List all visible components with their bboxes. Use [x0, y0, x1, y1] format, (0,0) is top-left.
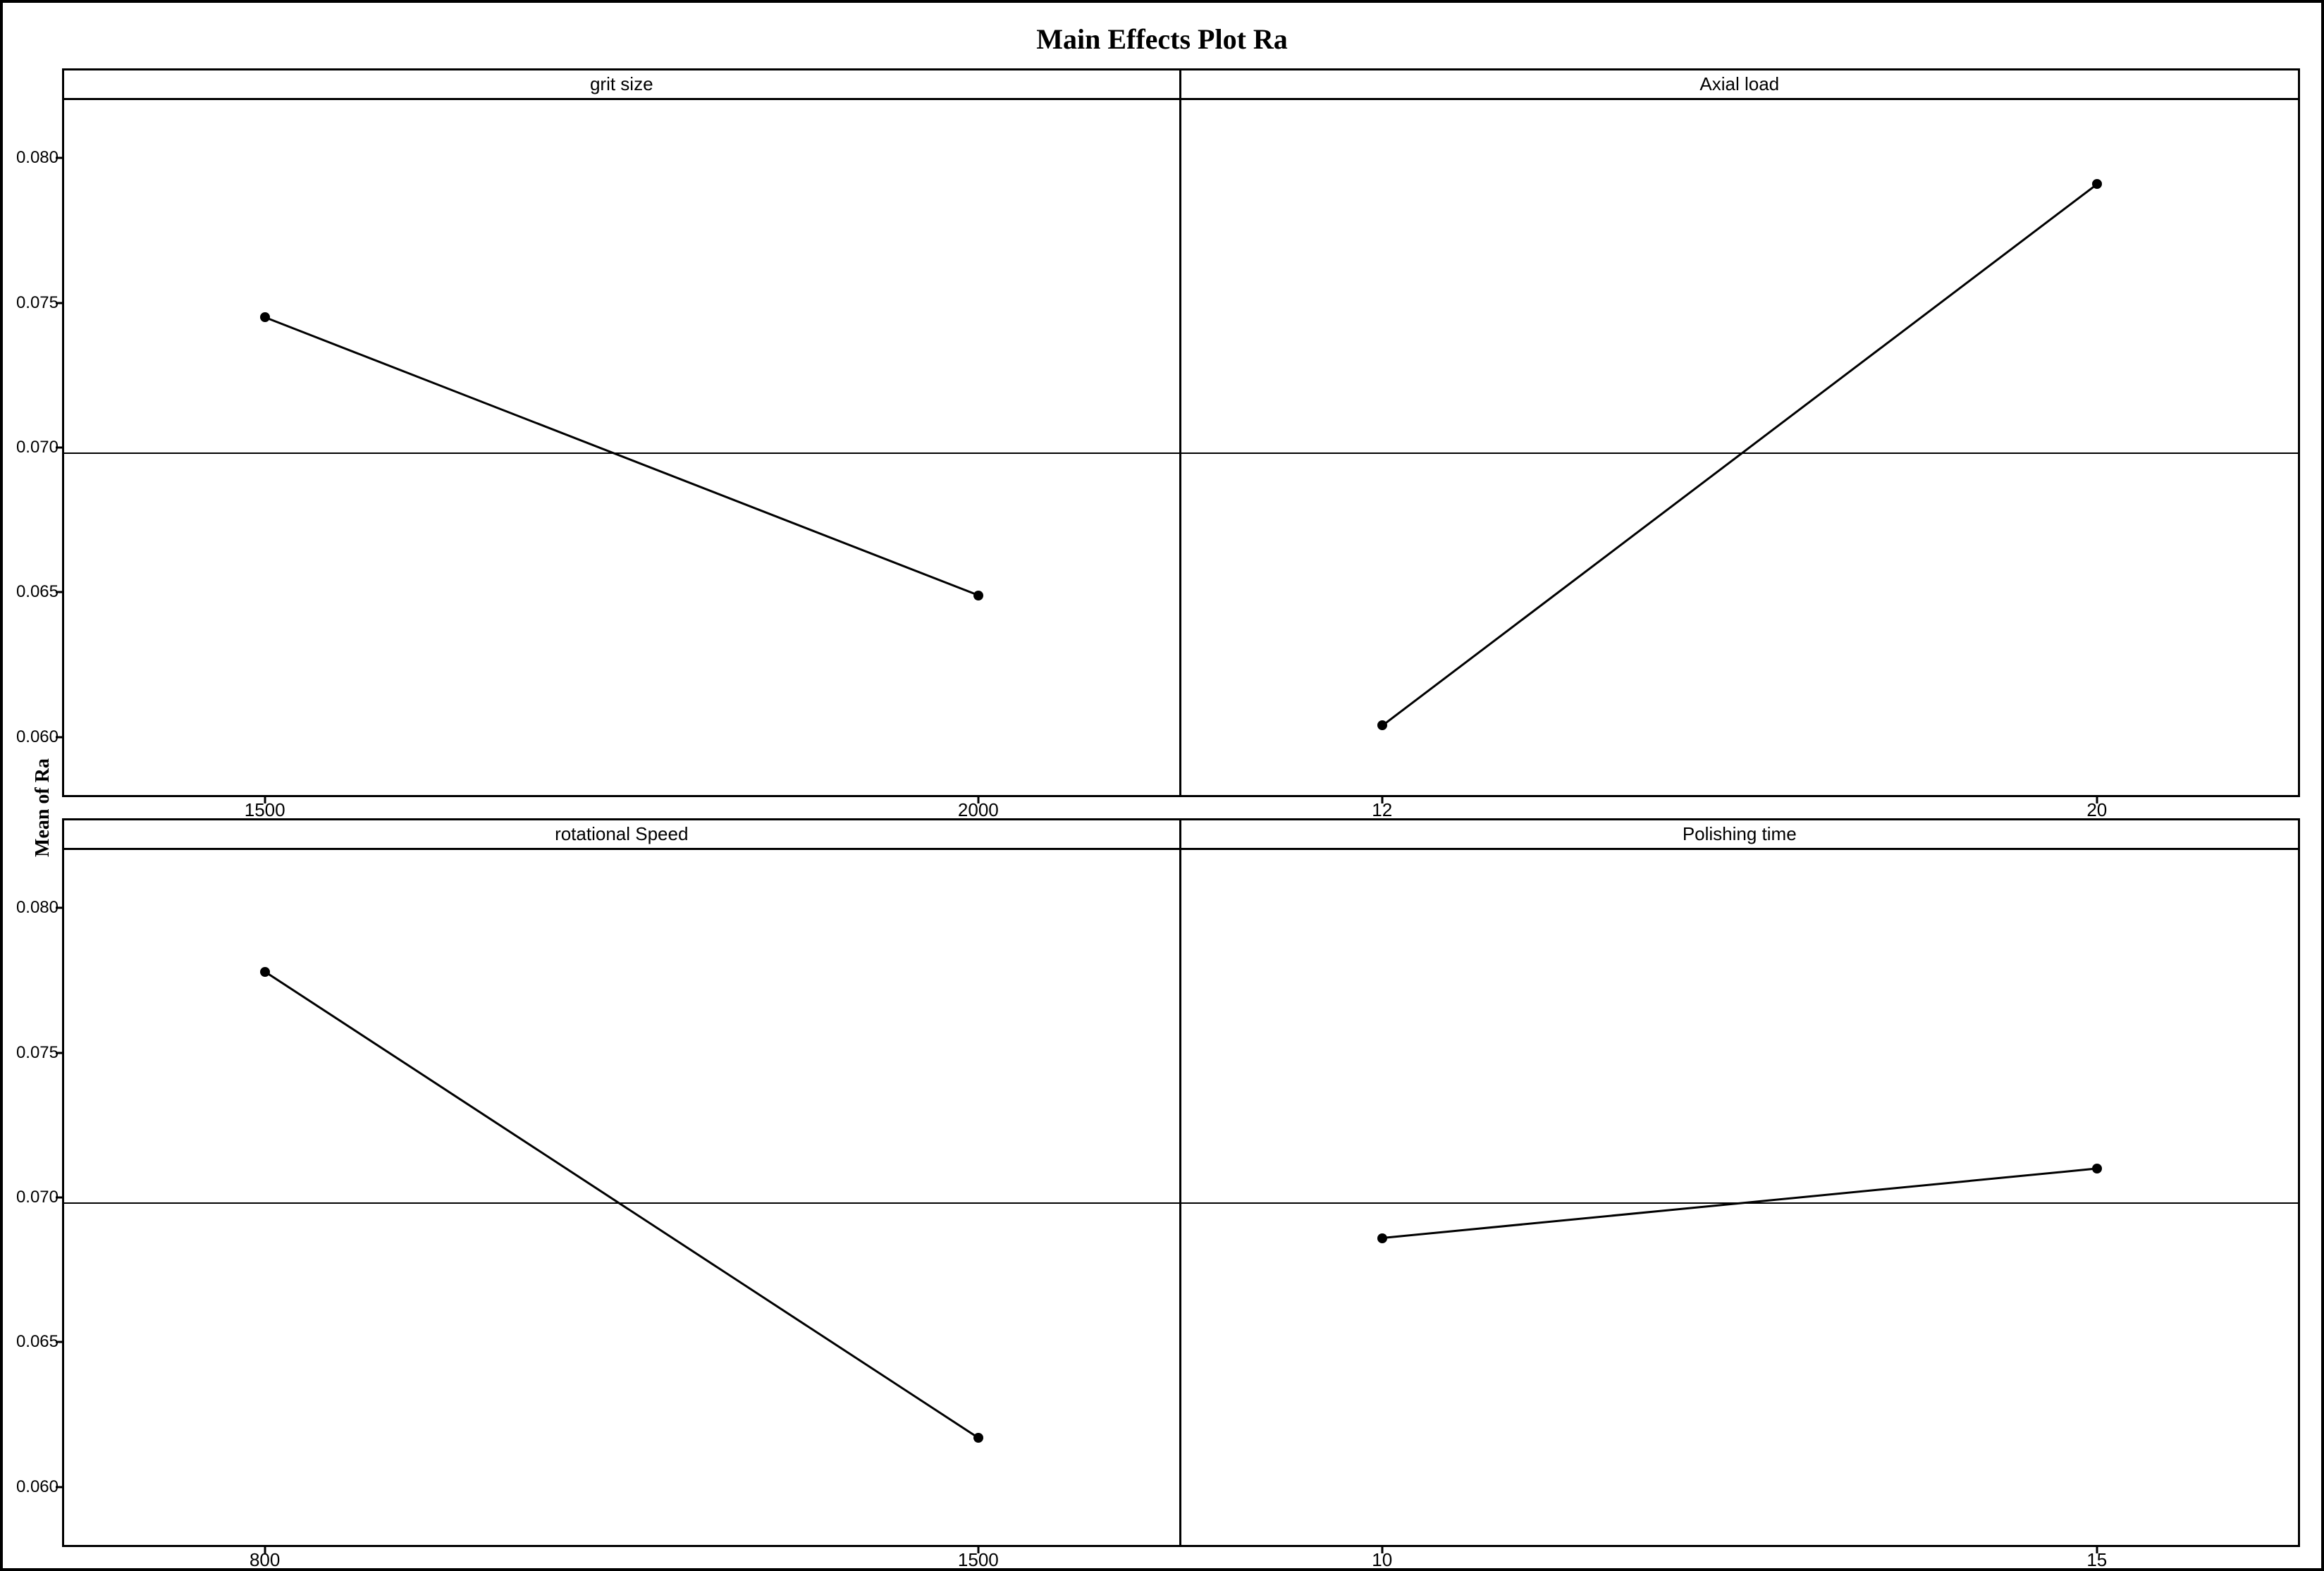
facet-title-polishing-time: Polishing time	[1181, 818, 2301, 848]
plot-svg-grit-size	[64, 100, 1179, 795]
data-marker	[973, 1433, 983, 1443]
data-line	[1382, 184, 2097, 725]
x-tick-label: 15	[2086, 1549, 2107, 1571]
x-tick-label: 800	[250, 1549, 280, 1571]
data-marker	[973, 591, 983, 600]
y-tick-label: 0.070	[8, 438, 59, 457]
x-tick-labels: 12 20	[1181, 799, 2299, 820]
x-tick-label: 12	[1372, 799, 1392, 821]
y-tick-label: 0.070	[8, 1188, 59, 1207]
facet-plot-axial-load: 1220	[1181, 98, 2301, 797]
x-tick-labels: 1500 2000	[64, 799, 1179, 820]
facet-grid: grit size0.0600.0650.0700.0750.080150020…	[62, 68, 2300, 1547]
x-tick-label: 1500	[245, 799, 285, 821]
facet-polishing-time: Polishing time1015	[1181, 818, 2301, 1547]
y-tick-label: 0.060	[8, 727, 59, 747]
x-tick-label: 1500	[958, 1549, 999, 1571]
data-marker	[2092, 179, 2102, 189]
data-line	[1382, 1169, 2097, 1238]
y-tick-label: 0.075	[8, 1043, 59, 1063]
chart-title: Main Effects Plot Ra	[24, 23, 2300, 56]
facet-title-rotational-speed: rotational Speed	[62, 818, 1181, 848]
chart-frame: Main Effects Plot Ra Mean of Ra grit siz…	[0, 0, 2324, 1571]
data-marker	[260, 967, 270, 977]
y-tick-label: 0.060	[8, 1477, 59, 1497]
y-tick-label: 0.075	[8, 293, 59, 313]
y-tick-label: 0.080	[8, 898, 59, 918]
facet-rotational-speed: rotational Speed0.0600.0650.0700.0750.08…	[62, 818, 1181, 1547]
data-marker	[1377, 720, 1387, 730]
plot-body: Mean of Ra grit size0.0600.0650.0700.075…	[24, 68, 2300, 1547]
plot-svg-polishing-time	[1181, 850, 2299, 1545]
x-tick-labels: 800 1500	[64, 1549, 1179, 1570]
plot-svg-axial-load	[1181, 100, 2299, 795]
y-tick-label: 0.080	[8, 148, 59, 168]
data-marker	[1377, 1233, 1387, 1243]
x-tick-label: 10	[1372, 1549, 1392, 1571]
facet-plot-grit-size: 0.0600.0650.0700.0750.08015002000	[62, 98, 1181, 797]
facet-plot-polishing-time: 1015	[1181, 848, 2301, 1547]
x-tick-labels: 10 15	[1181, 1549, 2299, 1570]
facet-title-grit-size: grit size	[62, 68, 1181, 98]
plot-svg-rotational-speed	[64, 850, 1179, 1545]
facet-grit-size: grit size0.0600.0650.0700.0750.080150020…	[62, 68, 1181, 797]
y-tick-label: 0.065	[8, 1332, 59, 1352]
data-marker	[2092, 1164, 2102, 1173]
y-tick-labels: 0.060 0.065 0.070 0.075 0.080	[8, 850, 59, 1545]
data-line	[265, 972, 978, 1438]
y-tick-labels: 0.060 0.065 0.070 0.075 0.080	[8, 100, 59, 795]
data-line	[265, 317, 978, 595]
x-tick-label: 2000	[958, 799, 999, 821]
y-tick-label: 0.065	[8, 582, 59, 602]
x-tick-label: 20	[2086, 799, 2107, 821]
data-marker	[260, 312, 270, 322]
facet-plot-rotational-speed: 0.0600.0650.0700.0750.0808001500	[62, 848, 1181, 1547]
facet-axial-load: Axial load1220	[1181, 68, 2301, 797]
facet-title-axial-load: Axial load	[1181, 68, 2301, 98]
